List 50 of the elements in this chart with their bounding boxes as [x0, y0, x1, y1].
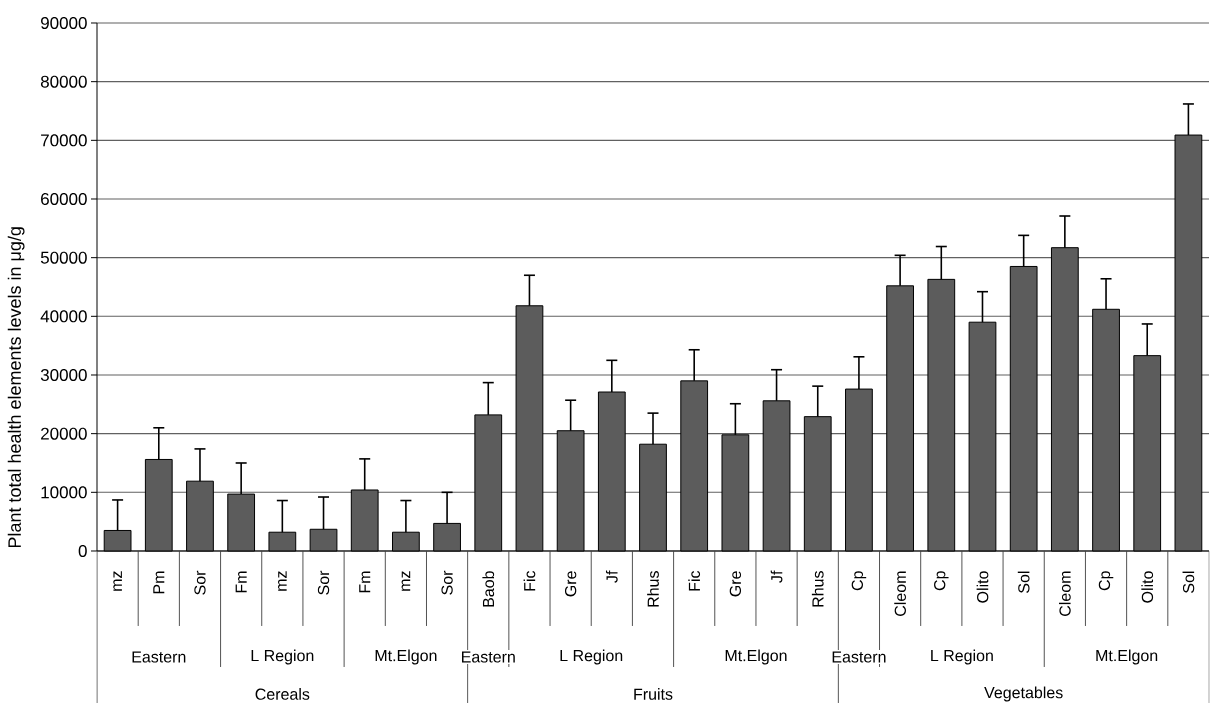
x-tick-label: Olito: [976, 571, 989, 603]
x-tick-label: Baob: [482, 571, 495, 607]
x-tick-label: Jf: [770, 570, 783, 583]
text: Eastern: [832, 651, 886, 663]
x-tick-label: Sol: [1017, 571, 1030, 593]
x-tick-label: Fm: [235, 571, 247, 593]
x-tick-label: Fic: [523, 570, 536, 591]
x-tick-label: Cp: [1098, 571, 1114, 591]
x-tick-label: Rhus: [811, 571, 824, 607]
text: Vegetables: [984, 686, 1063, 702]
x-tick-label: Olito: [1141, 571, 1154, 603]
x-tick-label: mz: [113, 571, 122, 591]
text: Cereals: [255, 688, 310, 700]
text: L Region: [560, 649, 623, 665]
x-tick-label: Rhus: [647, 571, 659, 607]
x-tick-label: Fic: [688, 570, 701, 591]
text: Fruits: [634, 688, 673, 700]
text: Eastern: [132, 651, 186, 663]
text: L Region: [251, 649, 314, 665]
x-tick-label: Cleom: [1058, 571, 1071, 616]
x-tick-label: mz: [278, 571, 287, 591]
y-tick-label: 90000: [41, 16, 87, 30]
text: Mt.Elgon: [375, 649, 437, 665]
x-tick-label: Jf: [605, 570, 618, 583]
x-tick-label: Sor: [194, 570, 206, 595]
x-tick-label: Fm: [359, 571, 371, 593]
x-tick-label: mz: [401, 571, 411, 591]
y-tick-label: 70000: [41, 134, 87, 147]
y-tick-label: 50000: [40, 251, 87, 264]
x-tick-label: Gre: [729, 571, 742, 597]
x-tick-label: Gre: [564, 571, 577, 597]
x-tick-label: Cleom: [894, 571, 906, 616]
x-tick-label: Sor: [441, 570, 453, 595]
x-tick-label: Cp: [851, 571, 867, 591]
x-tick-label: Pm: [153, 571, 165, 594]
y-tick-label: 60000: [41, 192, 87, 206]
y-tick-label: 20000: [41, 427, 87, 440]
text: Eastern: [462, 651, 515, 663]
x-tick-label: Cp: [934, 571, 949, 591]
x-tick-label: Sol: [1182, 571, 1195, 593]
y-axis-title: Plant total health elements levels in μg/g: [7, 227, 25, 548]
x-tick-label: Sor: [317, 570, 330, 595]
text: Mt.Elgon: [1096, 649, 1158, 665]
text: Mt.Elgon: [725, 649, 787, 665]
y-tick-label: 80000: [40, 75, 87, 88]
y-tick-label: 30000: [40, 368, 87, 382]
text: L Region: [931, 649, 993, 665]
y-tick-label: 0: [78, 544, 87, 558]
y-tick-label: 40000: [40, 310, 87, 323]
y-tick-label: 10000: [41, 486, 87, 499]
